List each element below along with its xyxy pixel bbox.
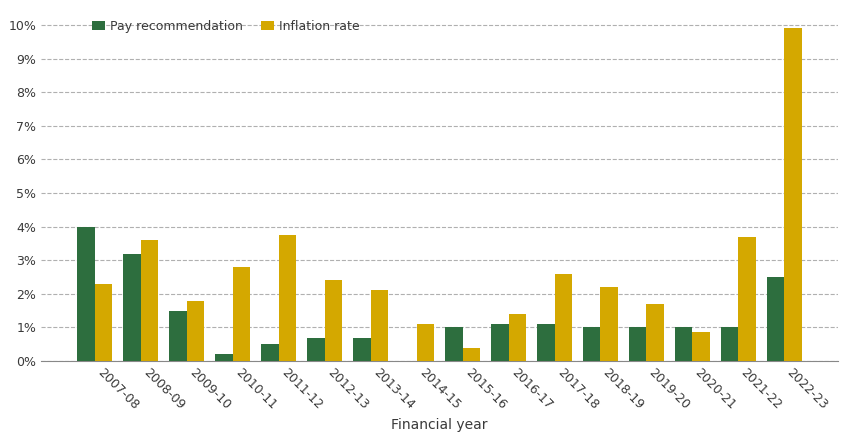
Bar bbox=[646, 304, 664, 361]
Bar bbox=[784, 29, 802, 361]
Bar bbox=[675, 327, 693, 361]
Bar bbox=[462, 348, 480, 361]
Bar bbox=[693, 333, 710, 361]
Bar bbox=[721, 327, 739, 361]
Bar bbox=[555, 274, 572, 361]
Legend: Pay recommendation, Inflation rate: Pay recommendation, Inflation rate bbox=[87, 15, 365, 37]
Bar bbox=[416, 324, 434, 361]
Bar bbox=[445, 327, 462, 361]
Bar bbox=[583, 327, 600, 361]
Bar bbox=[77, 227, 95, 361]
Bar bbox=[739, 237, 756, 361]
Bar bbox=[629, 327, 646, 361]
Bar bbox=[261, 344, 279, 361]
X-axis label: Financial year: Financial year bbox=[391, 418, 488, 432]
Bar bbox=[187, 301, 204, 361]
Bar bbox=[307, 337, 325, 361]
Bar bbox=[767, 277, 784, 361]
Bar bbox=[232, 267, 250, 361]
Bar bbox=[371, 290, 388, 361]
Bar bbox=[491, 324, 509, 361]
Bar bbox=[215, 354, 232, 361]
Bar bbox=[537, 324, 555, 361]
Bar bbox=[600, 287, 618, 361]
Bar bbox=[325, 280, 342, 361]
Bar bbox=[123, 253, 141, 361]
Bar bbox=[95, 284, 112, 361]
Bar bbox=[279, 235, 296, 361]
Bar bbox=[141, 240, 159, 361]
Bar bbox=[509, 314, 526, 361]
Bar bbox=[353, 337, 371, 361]
Bar bbox=[170, 311, 187, 361]
